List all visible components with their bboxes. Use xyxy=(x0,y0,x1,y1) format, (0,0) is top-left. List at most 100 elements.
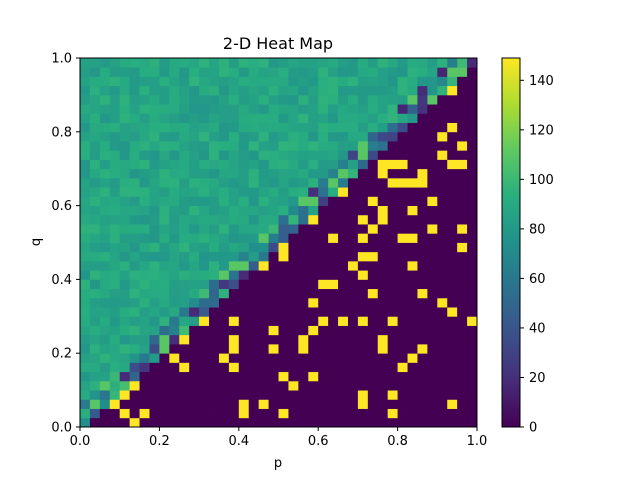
heatmap-cell xyxy=(357,76,369,87)
heatmap-cell xyxy=(377,251,389,262)
heatmap-cell xyxy=(199,150,210,160)
heatmap-cell xyxy=(387,251,399,262)
heatmap-cell xyxy=(199,205,210,216)
heatmap-cell xyxy=(129,362,140,373)
heatmap-cell xyxy=(99,399,111,409)
heatmap-cell xyxy=(80,307,91,317)
heatmap-cell xyxy=(278,196,289,207)
heatmap-cell xyxy=(159,122,170,133)
heatmap-cell xyxy=(328,94,339,105)
heatmap-cell xyxy=(387,371,399,382)
heatmap-cell xyxy=(258,104,269,114)
heatmap-cell xyxy=(238,242,250,253)
heatmap-cell xyxy=(248,168,260,179)
heatmap-cell xyxy=(99,141,111,151)
heatmap-cell xyxy=(179,242,190,253)
heatmap-cell xyxy=(189,279,200,290)
heatmap-cell xyxy=(189,408,200,419)
heatmap-cell xyxy=(318,371,329,382)
x-tick-label: 0.2 xyxy=(149,434,170,449)
heatmap-cell xyxy=(238,371,250,382)
heatmap-cell xyxy=(218,353,230,363)
heatmap-cell xyxy=(268,362,279,373)
heatmap-cell xyxy=(149,122,160,133)
heatmap-cell xyxy=(119,343,131,354)
heatmap-cell xyxy=(119,76,131,87)
heatmap-cell xyxy=(347,343,359,354)
heatmap-cell xyxy=(228,196,240,207)
heatmap-cell xyxy=(209,205,220,216)
heatmap-cell xyxy=(80,187,91,197)
heatmap-cell xyxy=(288,187,299,197)
heatmap-cell xyxy=(278,343,289,354)
heatmap-cell xyxy=(457,325,468,336)
heatmap-cell xyxy=(209,260,220,271)
heatmap-cell xyxy=(427,297,438,308)
heatmap-cell xyxy=(367,187,379,197)
y-tick-label: 0.8 xyxy=(51,125,72,140)
heatmap-cell xyxy=(377,159,389,170)
heatmap-cell xyxy=(119,260,131,271)
heatmap-cell xyxy=(417,94,428,105)
heatmap-cell xyxy=(248,362,260,373)
heatmap-cell xyxy=(218,270,230,280)
heatmap-cell xyxy=(179,260,190,271)
heatmap-cell xyxy=(80,380,91,391)
heatmap-cell xyxy=(308,362,319,373)
heatmap-cell xyxy=(318,270,329,280)
heatmap-cell xyxy=(407,67,418,77)
heatmap-cell xyxy=(437,307,448,317)
heatmap-cell xyxy=(308,316,319,326)
heatmap-cell xyxy=(129,380,140,391)
heatmap-cell xyxy=(347,353,359,363)
heatmap-cell xyxy=(467,343,478,354)
heatmap-cell xyxy=(347,233,359,243)
heatmap-cell xyxy=(109,260,121,271)
y-tick-label: 1.0 xyxy=(51,52,72,67)
heatmap-cell xyxy=(338,150,349,160)
heatmap-cell xyxy=(447,159,458,170)
heatmap-cell xyxy=(467,288,478,299)
heatmap-cell xyxy=(357,150,369,160)
heatmap-cell xyxy=(218,307,230,317)
heatmap-cell xyxy=(80,205,91,216)
heatmap-cell xyxy=(457,122,468,133)
heatmap-cell xyxy=(447,316,458,326)
heatmap-cell xyxy=(169,224,180,234)
heatmap-cell xyxy=(318,67,329,77)
heatmap-cell xyxy=(238,325,250,336)
heatmap-cell xyxy=(417,251,428,262)
heatmap-cell xyxy=(377,131,389,142)
heatmap-cell xyxy=(109,224,121,234)
heatmap-cell xyxy=(179,85,190,96)
heatmap-cell xyxy=(129,242,140,253)
heatmap-cell xyxy=(218,168,230,179)
heatmap-cell xyxy=(437,168,448,179)
heatmap-cell xyxy=(209,85,220,96)
heatmap-cell xyxy=(189,141,200,151)
heatmap-cell xyxy=(347,334,359,345)
heatmap-cell xyxy=(357,260,369,271)
heatmap-cell xyxy=(447,85,458,96)
heatmap-cell xyxy=(189,380,200,391)
heatmap-cell xyxy=(328,353,339,363)
heatmap-cell xyxy=(338,67,349,77)
heatmap-cell xyxy=(80,58,91,68)
heatmap-cell xyxy=(228,141,240,151)
heatmap-cell xyxy=(268,58,279,68)
heatmap-cell xyxy=(447,334,458,345)
heatmap-cell xyxy=(179,131,190,142)
heatmap-cell xyxy=(199,76,210,87)
heatmap-cell xyxy=(268,122,279,133)
heatmap-cell xyxy=(417,362,428,373)
heatmap-cell xyxy=(367,343,379,354)
heatmap-cell xyxy=(228,297,240,308)
heatmap-cell xyxy=(238,113,250,123)
heatmap-cell xyxy=(189,214,200,225)
heatmap-cell xyxy=(417,270,428,280)
heatmap-cell xyxy=(268,297,279,308)
x-axis-label: p xyxy=(274,456,282,471)
heatmap-cell xyxy=(377,233,389,243)
heatmap-cell xyxy=(268,288,279,299)
